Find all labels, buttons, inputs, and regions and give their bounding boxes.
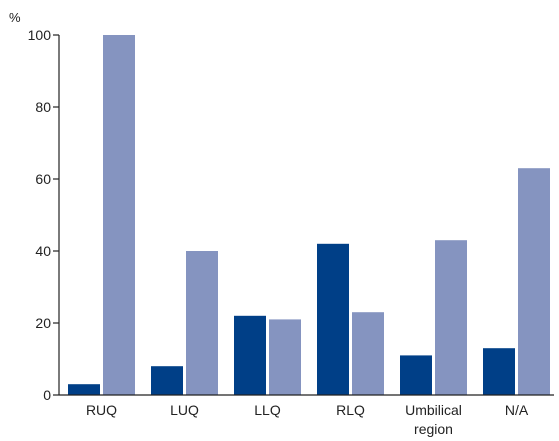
y-tick-label: 40 — [35, 243, 51, 259]
bar-dark-5 — [483, 348, 515, 395]
x-category-label: region — [414, 421, 453, 437]
y-tick-label: 80 — [35, 99, 51, 115]
bar-dark-1 — [151, 366, 183, 395]
bar-light-4 — [435, 240, 467, 395]
bar-dark-3 — [317, 243, 349, 395]
y-tick-label: 20 — [35, 315, 51, 331]
x-category-label: LLQ — [254, 402, 281, 418]
y-tick-label: 60 — [35, 171, 51, 187]
bar-light-2 — [269, 319, 301, 395]
y-tick-label: 100 — [28, 27, 52, 43]
bar-light-5 — [518, 168, 550, 395]
y-tick-label: 0 — [43, 387, 51, 403]
bar-dark-2 — [234, 315, 266, 395]
bar-light-0 — [103, 35, 135, 395]
x-axis-labels: RUQ LUQ LLQ RLQ Umbilical region N/A — [86, 402, 529, 437]
bar-light-1 — [186, 251, 218, 395]
x-category-label: LUQ — [170, 402, 199, 418]
y-axis-unit-label: % — [9, 10, 21, 25]
x-category-label: N/A — [505, 402, 529, 418]
x-category-label: RUQ — [86, 402, 117, 418]
bar-dark-0 — [68, 384, 100, 395]
x-category-label: Umbilical — [405, 402, 462, 418]
bar-dark-4 — [400, 355, 432, 395]
y-axis-ticks: 0 20 40 60 80 100 — [28, 27, 59, 403]
x-category-label: RLQ — [336, 402, 365, 418]
bars — [68, 35, 550, 395]
bar-light-3 — [352, 312, 384, 395]
